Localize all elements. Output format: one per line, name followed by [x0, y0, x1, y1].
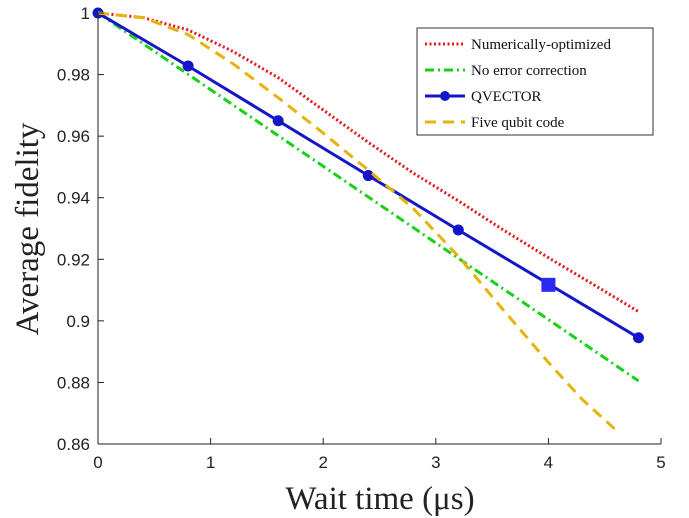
axes: 0 1 2 3 4 5 0.86 0.88 0.9 0.92 0.94 0.96 0.98 1 [57, 4, 666, 472]
data-point [452, 224, 464, 236]
x-tick-label: 4 [544, 453, 553, 472]
data-point [362, 170, 374, 182]
x-tick-label: 1 [206, 453, 215, 472]
legend-label: No error correction [471, 63, 587, 79]
legend-entry-qvector: QVECTOR [425, 89, 542, 105]
legend-marker [440, 91, 450, 101]
legend-label: QVECTOR [471, 89, 542, 105]
y-tick-label: 1 [81, 4, 90, 23]
legend: Numerically-optimized No error correctio… [416, 27, 654, 136]
legend-entry-five-qubit-code: Five qubit code [425, 115, 565, 131]
series-line-numerically-optimized [97, 11, 640, 313]
highlight-square-marker [541, 277, 556, 292]
y-tick-label: 0.92 [57, 250, 90, 269]
series-line-qvector [97, 11, 640, 340]
y-tick-label: 0.86 [57, 435, 90, 454]
plot-area [92, 7, 644, 432]
y-tick-label: 0.94 [57, 189, 90, 208]
legend-box [416, 27, 654, 136]
data-point [182, 60, 194, 72]
legend-label: Numerically-optimized [471, 37, 611, 53]
legend-entry-numerically-optimized: Numerically-optimized [425, 37, 611, 53]
legend-entry-no-error-correction: No error correction [425, 63, 587, 79]
y-tick-label: 0.9 [66, 312, 90, 331]
x-axis-label: Wait time (μs) [285, 481, 474, 517]
y-axis-label: Average fidelity [10, 122, 46, 335]
y-tick-label: 0.98 [57, 66, 90, 85]
y-tick-label: 0.96 [57, 127, 90, 146]
data-point [272, 115, 284, 127]
x-tick-label: 2 [318, 453, 327, 472]
x-tick-label: 0 [93, 453, 102, 472]
x-tick-label: 3 [431, 453, 440, 472]
y-tick-label: 0.88 [57, 373, 90, 392]
data-point [632, 332, 644, 344]
x-tick-label: 5 [656, 453, 665, 472]
series-line-five-qubit-code [97, 11, 618, 432]
legend-label: Five qubit code [471, 115, 565, 131]
series-line-no-error-correction [97, 11, 640, 383]
